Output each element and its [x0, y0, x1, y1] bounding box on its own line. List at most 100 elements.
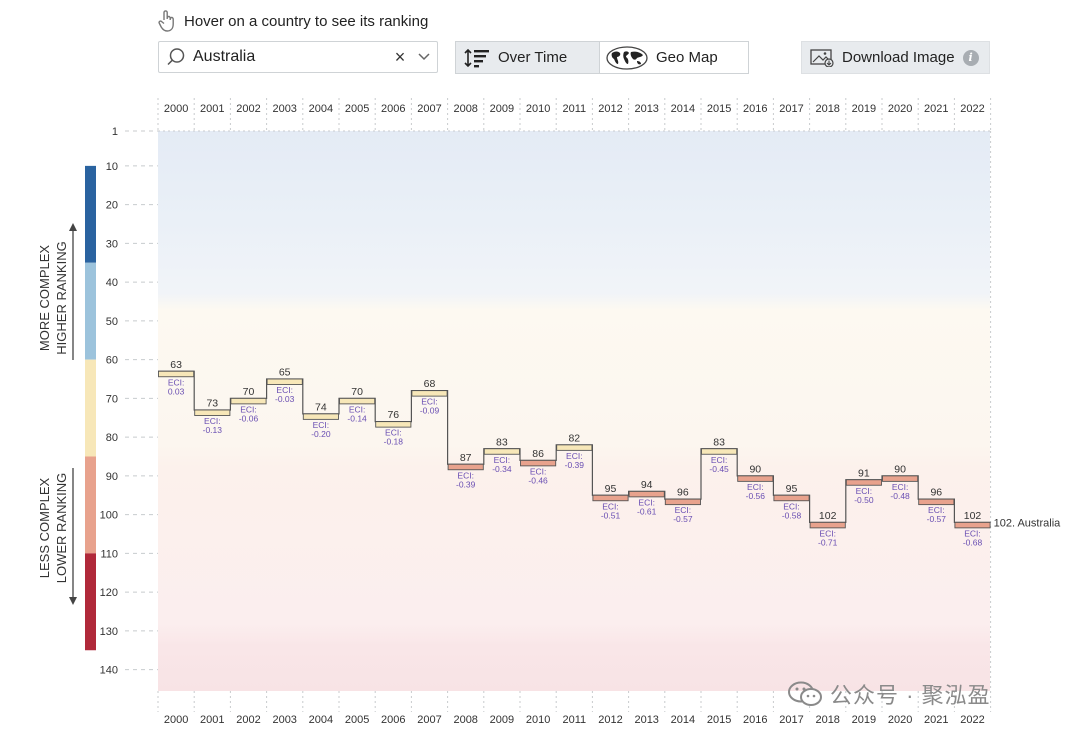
watermark-text: 公众号 · 聚泓盈	[830, 683, 991, 708]
x-tick-label-top: 2019	[852, 103, 876, 115]
tab-over-time[interactable]: Over Time	[456, 42, 600, 73]
rank-bar[interactable]	[447, 463, 484, 471]
info-icon[interactable]: i	[962, 49, 979, 66]
grid-layer	[125, 98, 992, 712]
x-tick-label-top: 2003	[272, 103, 296, 115]
x-tick-label-bottom: 2017	[779, 714, 803, 726]
clear-icon[interactable]: ×	[394, 46, 406, 67]
y-tick-label: 10	[106, 161, 118, 173]
eci-prefix-label: ECI:	[349, 404, 366, 414]
y-tick-label: 70	[106, 393, 118, 405]
lower-label-line1: LESS COMPLEX	[37, 477, 52, 578]
eci-prefix-label: ECI:	[276, 385, 293, 395]
x-tick-label-bottom: 2008	[453, 714, 477, 726]
colorbar-salmon	[85, 456, 96, 554]
x-tick-label-bottom: 2007	[417, 714, 441, 726]
rank-bar[interactable]	[773, 494, 810, 502]
eci-value-label: -0.51	[601, 510, 621, 520]
rank-bar[interactable]	[411, 390, 448, 397]
y-tick-label: 120	[100, 587, 118, 599]
rank-bar[interactable]	[483, 448, 520, 455]
x-tick-label-bottom: 2010	[526, 714, 550, 726]
search-value[interactable]: Australia	[193, 48, 256, 65]
eci-value-label: -0.03	[275, 394, 295, 404]
up-arrow-icon	[69, 223, 77, 360]
eci-value-label: -0.18	[384, 437, 404, 447]
hover-hint: Hover on a country to see its ranking	[158, 6, 428, 36]
rank-value-label: 87	[460, 452, 472, 464]
rank-bar[interactable]	[339, 397, 376, 405]
eci-prefix-label: ECI:	[638, 497, 655, 507]
rank-bar[interactable]	[520, 459, 557, 467]
rank-bar[interactable]	[556, 444, 593, 451]
x-tick-label-top: 2011	[562, 103, 586, 115]
rank-bar[interactable]	[701, 448, 738, 455]
download-image-button[interactable]: Download Image i	[801, 41, 990, 74]
eci-prefix-label: ECI:	[240, 404, 257, 414]
y-tick-label: 40	[106, 277, 118, 289]
y-tick-label: 20	[106, 200, 118, 212]
upper-label-line1: MORE COMPLEX	[37, 245, 52, 352]
x-tick-label-bottom: 2015	[707, 714, 731, 726]
rank-bar[interactable]	[845, 479, 882, 486]
eci-value-label: -0.61	[637, 506, 657, 516]
rank-bar[interactable]	[918, 498, 955, 506]
chevron-down-icon[interactable]	[411, 52, 437, 62]
eci-prefix-label: ECI:	[711, 455, 728, 465]
y-tick-label: 130	[100, 626, 118, 638]
eci-value-label: -0.50	[854, 495, 874, 505]
axes: 1102030405060708090100110120130140200020…	[100, 103, 985, 726]
eci-value-label: -0.20	[311, 429, 331, 439]
eci-prefix-label: ECI:	[421, 397, 438, 407]
eci-value-label: -0.71	[818, 537, 838, 547]
rank-bar[interactable]	[628, 490, 665, 498]
x-tick-label-bottom: 2016	[743, 714, 767, 726]
rank-value-label: 94	[641, 479, 653, 491]
rank-bar[interactable]	[737, 475, 774, 482]
eci-value-label: -0.14	[347, 413, 367, 423]
eci-value-label: -0.57	[673, 514, 693, 524]
x-tick-label-top: 2008	[453, 103, 477, 115]
country-search-select[interactable]: Australia ×	[158, 41, 438, 73]
rank-bar[interactable]	[954, 521, 991, 529]
eci-value-label: -0.45	[709, 464, 729, 474]
tab-geo-map[interactable]: Geo Map	[600, 42, 748, 73]
eci-prefix-label: ECI:	[747, 482, 764, 492]
eci-prefix-label: ECI:	[168, 377, 185, 387]
down-arrow-icon	[69, 468, 77, 605]
rank-value-label: 70	[243, 386, 255, 398]
rank-bar[interactable]	[882, 475, 919, 482]
sort-list-icon	[464, 48, 489, 67]
x-tick-label-bottom: 2004	[309, 714, 333, 726]
x-tick-label-bottom: 2013	[634, 714, 658, 726]
eci-value-label: -0.46	[528, 475, 548, 485]
tab-over-time-label: Over Time	[498, 49, 568, 66]
rank-bar[interactable]	[158, 370, 195, 378]
rank-bar[interactable]	[592, 494, 629, 502]
y-tick-label: 60	[106, 355, 118, 367]
eci-prefix-label: ECI:	[964, 528, 981, 538]
eci-value-label: -0.68	[963, 537, 983, 547]
colorbar-dark-red	[85, 553, 96, 651]
x-tick-label-top: 2013	[634, 103, 658, 115]
rank-bar[interactable]	[302, 413, 339, 420]
rank-bar[interactable]	[194, 409, 231, 416]
rank-bar[interactable]	[664, 498, 701, 506]
rank-value-label: 63	[170, 359, 182, 371]
rank-value-label: 76	[387, 409, 399, 421]
eci-value-label: -0.58	[782, 510, 802, 520]
rank-bar[interactable]	[230, 397, 267, 405]
eci-prefix-label: ECI:	[856, 486, 873, 496]
upper-label-line2: HIGHER RANKING	[54, 241, 69, 354]
x-tick-label-top: 2014	[671, 103, 695, 115]
rank-bar[interactable]	[266, 378, 303, 385]
world-map-icon	[606, 45, 648, 70]
search-icon	[167, 48, 185, 66]
y-tick-label: 100	[100, 510, 118, 522]
x-tick-label-top: 2009	[490, 103, 514, 115]
image-download-icon	[810, 48, 834, 67]
eci-prefix-label: ECI:	[892, 482, 909, 492]
rank-bar[interactable]	[809, 521, 846, 529]
rank-bar[interactable]	[375, 421, 412, 428]
